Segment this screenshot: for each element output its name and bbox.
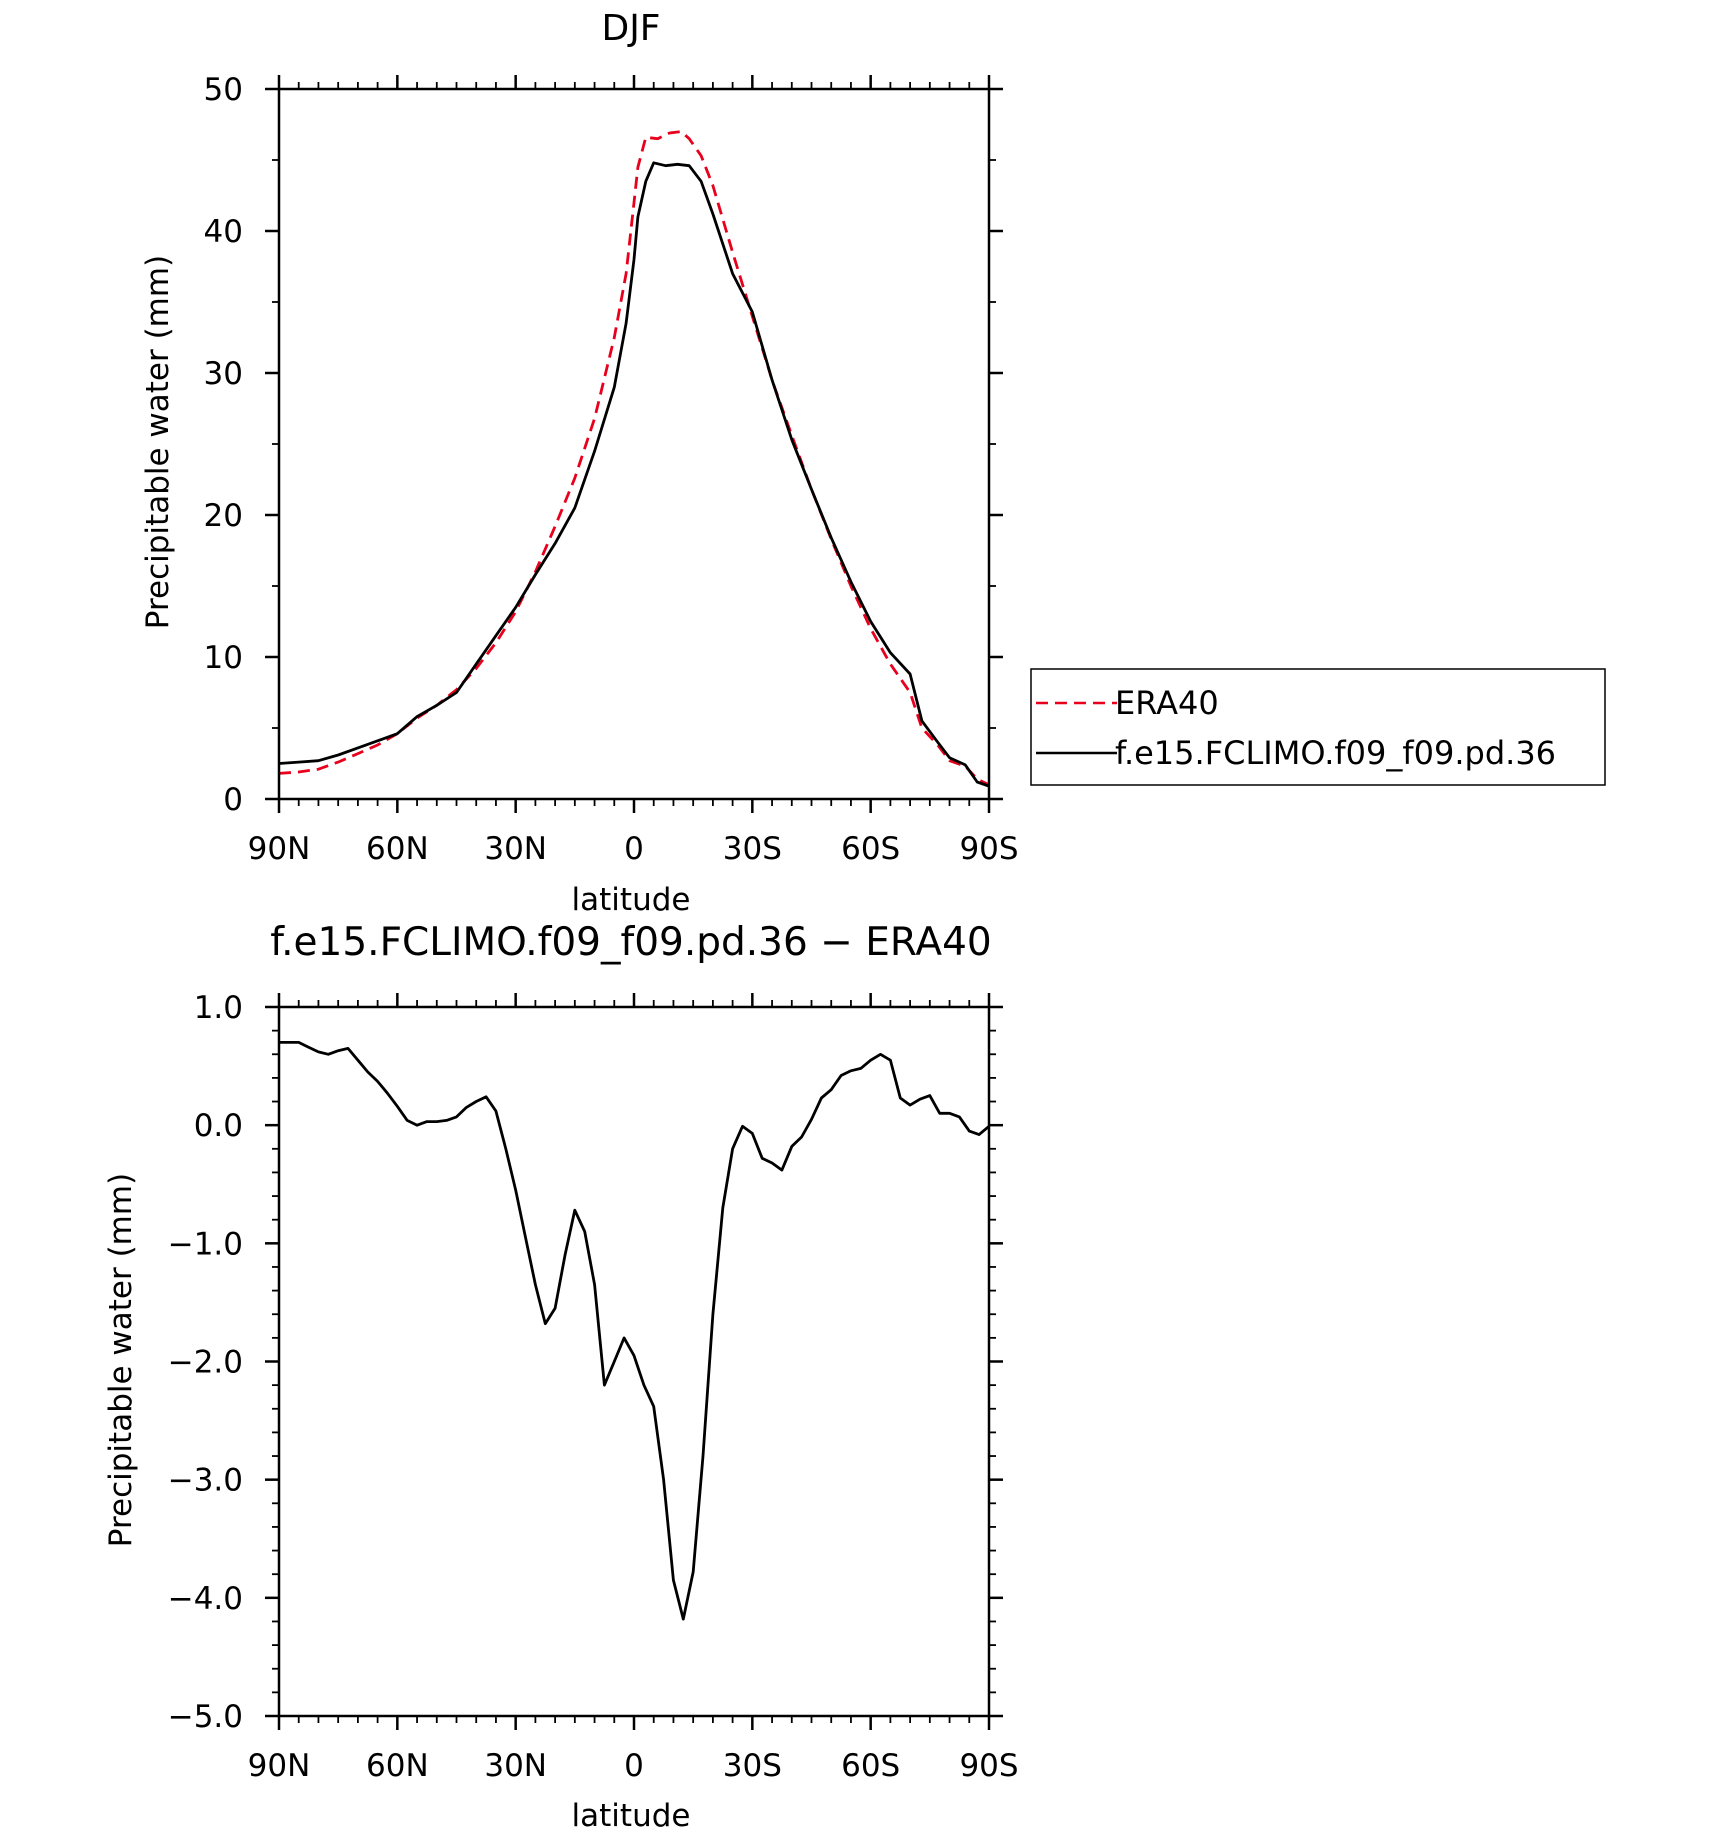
x-tick-label: 30N xyxy=(484,831,547,867)
x-tick-label: 60S xyxy=(841,831,900,867)
y-axis-label: Precipitable water (mm) xyxy=(140,255,176,629)
panel-bottom: f.e15.FCLIMO.f09_f09.pd.36 − ERA40 Preci… xyxy=(103,920,1019,1833)
tick-group: 90N 60N 30N 0 30S 60S 90S 0 10 20 30 40 50 xyxy=(204,72,1019,867)
y-tick-label: 10 xyxy=(204,640,243,676)
y-tick-label: 50 xyxy=(204,72,243,108)
x-tick-label: 0 xyxy=(624,1748,644,1784)
y-tick-label: −5.0 xyxy=(168,1699,243,1735)
tick-group: 90N 60N 30N 0 30S 60S 90S 1.0 0.0 −1.0 −2.0 −3.0 −4.… xyxy=(168,990,1019,1784)
y-tick-label: −3.0 xyxy=(168,1463,243,1499)
y-tick-label: 40 xyxy=(204,214,243,250)
chart-title: DJF xyxy=(601,8,660,49)
series-line-f-e15-fclimo-f09-f09-pd-36 xyxy=(278,161,990,788)
y-tick-label: −4.0 xyxy=(168,1581,243,1617)
x-tick-label: 60N xyxy=(366,1748,429,1784)
legend: ERA40 f.e15.FCLIMO.f09_f09.pd.36 xyxy=(1030,668,1606,786)
y-tick-label: −2.0 xyxy=(168,1345,243,1381)
x-axis-label: latitude xyxy=(572,882,691,918)
plot-frame xyxy=(277,1005,991,1718)
x-tick-label: 90N xyxy=(248,1748,311,1784)
x-tick-label: 30S xyxy=(723,831,782,867)
legend-label-era40: ERA40 xyxy=(1115,684,1219,722)
y-axis-label: Precipitable water (mm) xyxy=(103,1173,139,1547)
x-tick-label: 0 xyxy=(624,831,644,867)
y-tick-label: 30 xyxy=(204,356,243,392)
y-tick-label: 20 xyxy=(204,498,243,534)
y-tick-label: 0.0 xyxy=(194,1108,243,1144)
series-line-era40 xyxy=(278,130,990,787)
legend-box xyxy=(1030,668,1606,786)
x-tick-label: 60S xyxy=(841,1748,900,1784)
panel-top: DJF Precipitable water (mm) latitude 90N… xyxy=(140,8,1019,918)
y-tick-label: −1.0 xyxy=(168,1226,243,1262)
x-tick-label: 90N xyxy=(248,831,311,867)
y-tick-label: 1.0 xyxy=(194,990,243,1026)
x-tick-label: 90S xyxy=(959,831,1018,867)
y-tick-label: 0 xyxy=(223,782,243,818)
legend-label-model: f.e15.FCLIMO.f09_f09.pd.36 xyxy=(1115,734,1556,772)
x-axis-label: latitude xyxy=(572,1798,691,1833)
series-group xyxy=(278,130,990,788)
x-tick-label: 60N xyxy=(366,831,429,867)
x-tick-label: 90S xyxy=(959,1748,1018,1784)
chart-title: f.e15.FCLIMO.f09_f09.pd.36 − ERA40 xyxy=(270,920,991,965)
series-line-difference xyxy=(279,1041,990,1621)
plot-frame xyxy=(277,87,991,801)
x-tick-label: 30S xyxy=(723,1748,782,1784)
series-group xyxy=(279,1041,990,1621)
x-tick-label: 30N xyxy=(484,1748,547,1784)
